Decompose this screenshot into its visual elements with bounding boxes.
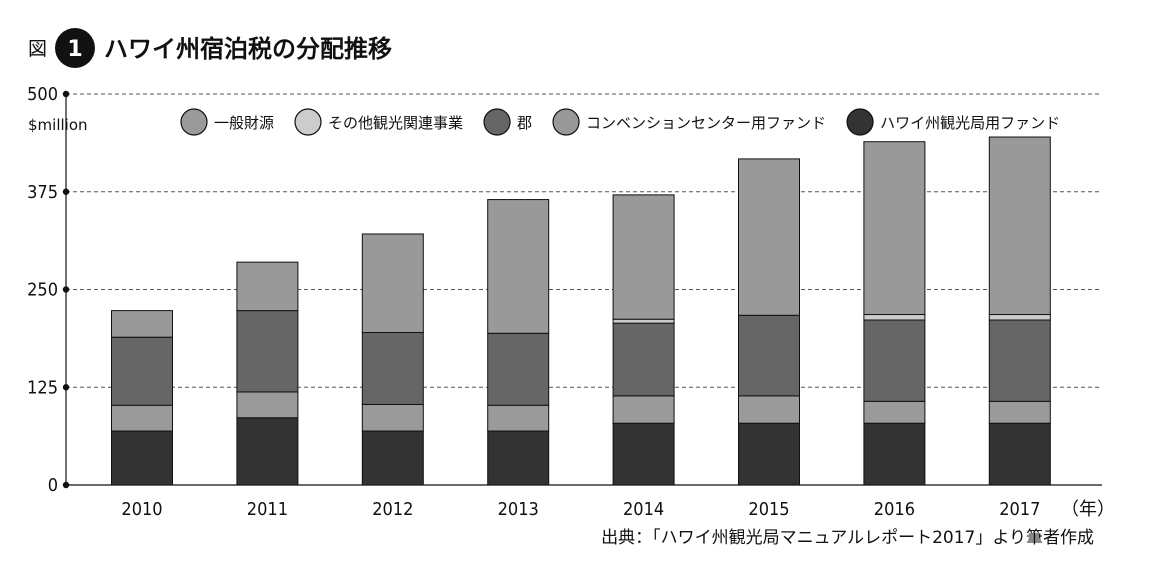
legend-item: 一般財源 bbox=[180, 108, 274, 136]
bar-segment bbox=[988, 136, 1051, 316]
x-tick-label: 2016 bbox=[874, 499, 915, 520]
bar-segment bbox=[361, 403, 424, 432]
bar-segment bbox=[612, 422, 675, 486]
x-tick-label: 2015 bbox=[748, 499, 789, 520]
x-tick-label: 2010 bbox=[121, 499, 162, 520]
bar-segment bbox=[612, 318, 675, 324]
y-axis-unit-label: $million bbox=[28, 116, 88, 134]
x-tick-label: 2014 bbox=[623, 499, 664, 520]
bar-segment bbox=[111, 336, 173, 406]
bar-segment bbox=[988, 319, 1051, 402]
x-tick-label: 2012 bbox=[372, 499, 413, 520]
legend-item: コンベンションセンター用ファンド bbox=[552, 108, 826, 136]
bar-stack-2016 bbox=[863, 141, 926, 486]
y-axis: 0 125 250 375 500 bbox=[27, 84, 70, 496]
legend-label: 郡 bbox=[517, 114, 532, 132]
bar-segment bbox=[988, 314, 1051, 321]
bar-segment bbox=[738, 314, 800, 397]
x-tick-label: 2017 bbox=[999, 499, 1040, 520]
bar-segment bbox=[236, 417, 299, 486]
bar-stack-2010 bbox=[111, 310, 173, 486]
y-tick-label: 375 bbox=[27, 182, 58, 203]
y-tick-mark bbox=[62, 90, 70, 98]
bar-segment bbox=[111, 404, 173, 432]
bar-stack-2011 bbox=[236, 261, 299, 486]
bar-segment bbox=[863, 314, 926, 321]
y-tick-mark bbox=[62, 286, 70, 293]
bar-stack-2015 bbox=[738, 158, 800, 486]
y-tick-label: 0 bbox=[48, 475, 58, 496]
legend-label: その他観光関連事業 bbox=[328, 114, 463, 132]
bar-segment bbox=[738, 395, 800, 424]
legend-swatch bbox=[483, 108, 511, 136]
y-tick-mark bbox=[62, 188, 70, 195]
bar-stack-2017 bbox=[988, 136, 1051, 486]
bar-segment bbox=[487, 430, 550, 486]
bar-segment bbox=[863, 422, 926, 486]
grid-lines bbox=[66, 93, 1102, 486]
bar-segment bbox=[863, 319, 926, 402]
legend-label: 一般財源 bbox=[214, 114, 274, 132]
figure-number: 1 bbox=[67, 37, 82, 62]
bars bbox=[111, 136, 1051, 486]
bar-segment bbox=[612, 322, 675, 397]
bar-stack-2013 bbox=[487, 199, 550, 486]
bar-segment bbox=[863, 400, 926, 424]
y-tick-label: 250 bbox=[27, 280, 58, 301]
bar-segment bbox=[612, 395, 675, 424]
bar-segment bbox=[236, 261, 299, 312]
y-tick-mark bbox=[62, 384, 70, 391]
legend-label: コンベンションセンター用ファンド bbox=[586, 114, 826, 132]
legend: 一般財源 その他観光関連事業 郡 コンベンションセンター用ファンド ハワイ州観光局用ファ… bbox=[180, 108, 1060, 136]
bar-segment bbox=[863, 141, 926, 316]
bar-segment bbox=[988, 422, 1051, 486]
bar-stack-2014 bbox=[612, 194, 675, 486]
bar-segment bbox=[236, 391, 299, 419]
source-note: 出典：「ハワイ州観光局マニュアルレポート2017」より筆者作成 bbox=[601, 528, 1094, 548]
legend-label: ハワイ州観光局用ファンド bbox=[880, 114, 1060, 132]
bar-segment bbox=[361, 233, 424, 334]
x-axis-labels: 2010 2011 2012 2013 2014 2015 2016 2017 bbox=[121, 499, 1040, 520]
x-axis-unit-label: （年） bbox=[1061, 499, 1115, 520]
legend-swatch bbox=[552, 108, 580, 136]
legend-swatch bbox=[846, 108, 874, 136]
y-tick-mark bbox=[62, 481, 70, 489]
y-tick-label: 125 bbox=[27, 377, 58, 398]
y-tick-label: 500 bbox=[27, 84, 58, 105]
bar-segment bbox=[236, 310, 299, 393]
bar-segment bbox=[487, 404, 550, 432]
legend-swatch bbox=[180, 108, 208, 136]
figure-number-badge bbox=[55, 28, 95, 68]
bar-stack-2012 bbox=[361, 233, 424, 486]
x-tick-label: 2013 bbox=[498, 499, 539, 520]
bar-segment bbox=[738, 158, 800, 316]
legend-swatch bbox=[294, 108, 322, 136]
legend-item: ハワイ州観光局用ファンド bbox=[846, 108, 1060, 136]
figure-header: 図 1 ハワイ州宿泊税の分配推移 bbox=[28, 28, 392, 68]
legend-item: その他観光関連事業 bbox=[294, 108, 463, 136]
bar-segment bbox=[487, 332, 550, 406]
figure-prefix: 図 bbox=[28, 38, 47, 60]
bar-segment bbox=[361, 430, 424, 486]
bar-segment bbox=[111, 310, 173, 338]
bar-segment bbox=[361, 332, 424, 405]
bar-segment bbox=[988, 400, 1051, 424]
chart-title: ハワイ州宿泊税の分配推移 bbox=[104, 35, 392, 63]
legend-item: 郡 bbox=[483, 108, 532, 136]
bar-segment bbox=[111, 430, 173, 486]
bar-segment bbox=[738, 422, 800, 486]
x-tick-label: 2011 bbox=[247, 499, 288, 520]
bar-segment bbox=[612, 194, 675, 320]
bar-segment bbox=[487, 199, 550, 334]
